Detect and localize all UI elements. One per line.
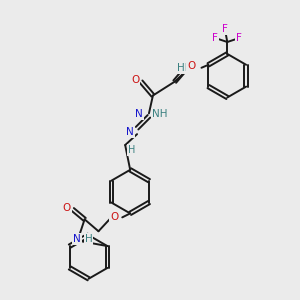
Text: H: H xyxy=(128,145,136,155)
Text: H: H xyxy=(85,234,92,244)
Text: O: O xyxy=(131,75,139,85)
Text: F: F xyxy=(212,33,218,43)
Text: F: F xyxy=(236,33,242,43)
Text: O: O xyxy=(63,203,71,214)
Text: NH: NH xyxy=(152,109,167,119)
Text: N: N xyxy=(73,234,81,244)
Text: O: O xyxy=(110,212,118,222)
Text: O: O xyxy=(188,61,196,71)
Text: HN: HN xyxy=(177,63,193,73)
Text: N: N xyxy=(126,127,134,137)
Text: F: F xyxy=(222,24,228,34)
Text: N: N xyxy=(135,109,143,119)
